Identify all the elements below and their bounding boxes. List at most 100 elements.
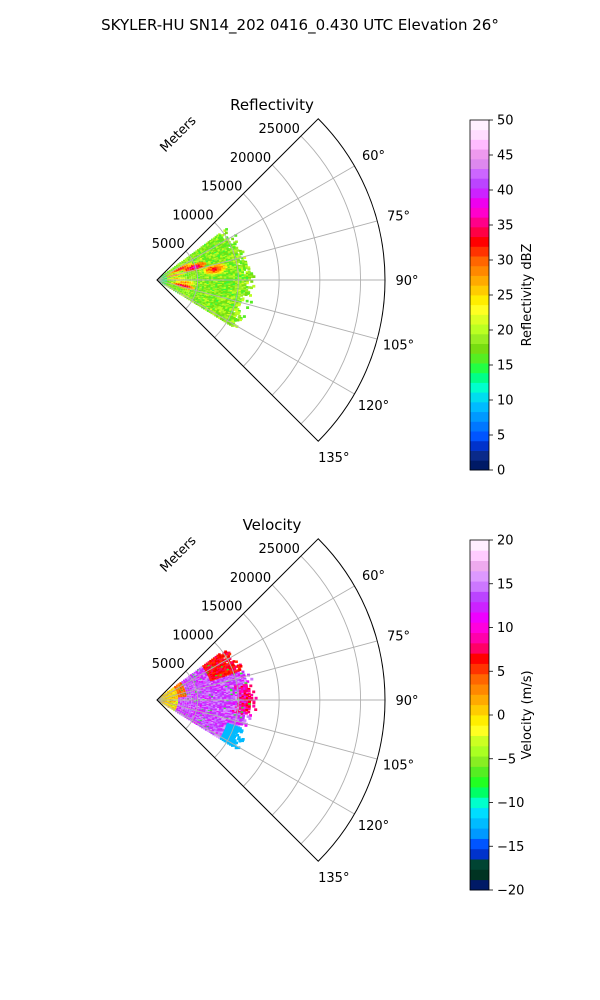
colorbar-tick-label: 50 xyxy=(497,114,514,129)
colorbar-swatch xyxy=(470,601,489,613)
colorbar-swatch xyxy=(470,236,489,247)
colorbar-swatch xyxy=(470,295,489,306)
colorbar-swatch xyxy=(470,859,489,870)
colorbar-swatch xyxy=(470,372,489,383)
colorbar-tick-label: 45 xyxy=(497,149,514,164)
sector-frame xyxy=(156,118,386,442)
colorbar-swatch xyxy=(470,797,489,809)
colorbar-swatch xyxy=(470,353,489,364)
colorbar-tick-label: 5 xyxy=(497,429,505,444)
colorbar-swatch xyxy=(470,149,489,160)
radial-tick-label: 20000 xyxy=(230,151,271,166)
angular-gridline xyxy=(156,699,355,815)
colorbar-swatch xyxy=(470,129,489,140)
colorbar-swatch xyxy=(470,226,489,238)
colorbar-swatch xyxy=(470,265,489,276)
colorbar-swatch xyxy=(470,304,489,315)
colorbar-swatch xyxy=(470,776,489,788)
velocity-polar-chart: 60° 75° 90° 105° 120° 135° 5000 10000 15000 20000… xyxy=(152,533,535,899)
colorbar-swatch xyxy=(470,694,489,706)
colorbar-swatch xyxy=(470,421,489,432)
angular-tick-label: 120° xyxy=(358,819,389,834)
colorbar-tick-label: 20 xyxy=(497,534,514,549)
colorbar-swatch xyxy=(470,440,489,451)
colorbar-swatch xyxy=(470,715,489,726)
reflectivity-panel: Reflectivity 60° 75° 90° 105° 120° 135° 5000 10… xyxy=(0,95,600,485)
colorbar-swatch xyxy=(470,363,489,374)
radial-tick-label: 20000 xyxy=(230,571,271,586)
colorbar-swatch xyxy=(470,392,489,403)
angular-tick-label: 60° xyxy=(362,149,385,164)
colorbar-swatch xyxy=(470,653,489,664)
colorbar-swatch xyxy=(470,642,489,654)
colorbar-tick-label: −15 xyxy=(497,840,524,855)
colorbar-swatch xyxy=(470,460,489,471)
radial-tick-label: 5000 xyxy=(152,237,185,252)
colorbar-swatch xyxy=(470,431,489,442)
colorbar-tick-label: −20 xyxy=(497,884,524,899)
angular-gridline xyxy=(156,699,378,760)
angular-tick-label: 135° xyxy=(318,451,349,466)
radial-tick-label: 25000 xyxy=(259,122,300,137)
colorbar-swatch xyxy=(470,817,489,829)
reflectivity-title: Reflectivity xyxy=(230,96,314,114)
radial-tick-label: 5000 xyxy=(152,657,185,672)
radial-axis-label: Meters xyxy=(158,113,200,155)
colorbar-swatch xyxy=(470,246,489,257)
angular-tick-label: 90° xyxy=(395,694,418,709)
radial-tick-label: 25000 xyxy=(259,542,300,557)
colorbar-tick-label: 10 xyxy=(497,621,514,636)
angular-tick-label: 105° xyxy=(383,759,414,774)
colorbar-swatch xyxy=(470,581,489,592)
colorbar-tick-label: 30 xyxy=(497,254,514,269)
radial-tick-label: 15000 xyxy=(201,180,242,195)
angular-gridline xyxy=(156,640,378,701)
angular-tick-label: 135° xyxy=(318,871,349,886)
colorbar-swatch xyxy=(470,120,489,131)
colorbar-tick-label: 0 xyxy=(497,464,505,479)
colorbar-swatch xyxy=(470,766,489,778)
angular-tick-label: 60° xyxy=(362,569,385,584)
colorbar-swatch xyxy=(470,622,489,634)
angular-gridline xyxy=(156,279,378,340)
colorbar-tick-label: −10 xyxy=(497,796,524,811)
colorbar-swatch xyxy=(470,725,489,736)
colorbar-swatch xyxy=(470,324,489,335)
colorbar-swatch xyxy=(470,735,489,747)
colorbar-tick-label: −5 xyxy=(497,752,516,767)
angular-gridline xyxy=(156,585,355,701)
polar-grid xyxy=(156,135,385,442)
colorbar-swatch xyxy=(470,256,489,267)
angular-gridline xyxy=(156,279,355,395)
colorbar-swatch xyxy=(470,632,489,644)
colorbar-swatch xyxy=(470,343,489,354)
colorbar-swatch xyxy=(470,570,489,582)
colorbar-tick-label: 20 xyxy=(497,324,514,339)
angular-tick-label: 75° xyxy=(387,209,410,224)
colorbar-tick-label: 5 xyxy=(497,665,505,680)
reflectivity-polar-chart: 60° 75° 90° 105° 120° 135° 5000 10000 15000 20000… xyxy=(152,113,535,479)
colorbar-swatch xyxy=(470,612,489,623)
colorbar-tick-label: 10 xyxy=(497,394,514,409)
colorbar-swatch xyxy=(470,807,489,819)
colorbar-swatch xyxy=(470,401,489,413)
radial-tick-label: 15000 xyxy=(201,600,242,615)
colorbar-swatch xyxy=(470,745,489,757)
colorbar-swatch xyxy=(470,411,489,422)
angular-tick-label: 90° xyxy=(395,274,418,289)
colorbar-tick-label: 35 xyxy=(497,219,514,234)
colorbar-swatch xyxy=(470,188,489,199)
colorbar-swatch xyxy=(470,838,489,850)
colorbar-tick-label: 0 xyxy=(497,709,505,724)
colorbar-swatch xyxy=(470,333,489,345)
colorbar-tick-label: 15 xyxy=(497,577,514,592)
colorbar-swatch xyxy=(470,168,489,179)
colorbar-swatch xyxy=(470,684,489,695)
colorbar-swatch xyxy=(470,285,489,296)
colorbar-swatch xyxy=(470,673,489,685)
colorbar-swatch xyxy=(470,663,489,675)
colorbar-swatch xyxy=(470,197,489,208)
radial-tick-label: 10000 xyxy=(172,208,213,223)
colorbar-swatch xyxy=(470,207,489,218)
angular-gridline xyxy=(156,165,355,281)
